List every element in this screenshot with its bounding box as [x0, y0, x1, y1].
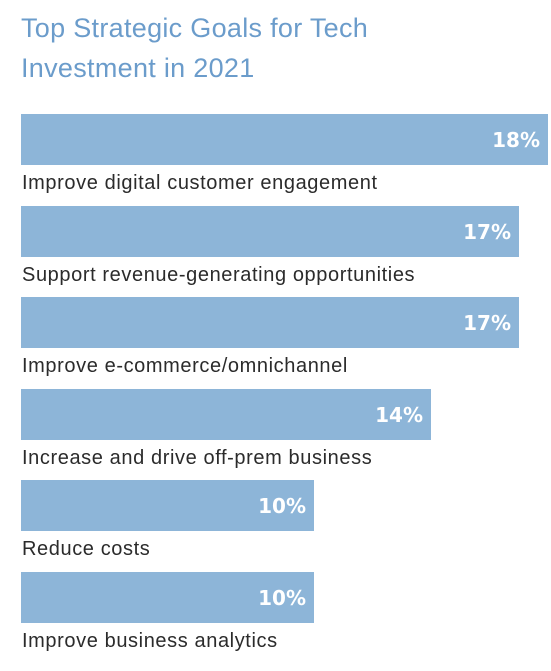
bar-value-label: 10%	[258, 493, 306, 518]
bar-2: 17%	[21, 206, 519, 257]
chart-title-line-1: Top Strategic Goals for Tech	[21, 13, 369, 43]
category-label: Support revenue-generating opportunities	[22, 264, 416, 286]
bar-value-label: 14%	[375, 402, 423, 427]
category-label: Improve business analytics	[22, 630, 278, 652]
category-label: Increase and drive off-prem business	[22, 447, 373, 469]
bar-value-label: 10%	[258, 585, 306, 610]
bar-6: 10%	[21, 572, 314, 623]
bar-3: 17%	[21, 297, 519, 348]
chart-title: Top Strategic Goals for Tech Investment …	[21, 8, 531, 88]
bar-4: 14%	[21, 389, 431, 440]
bar-1: 18%	[21, 114, 548, 165]
category-label: Reduce costs	[22, 538, 151, 560]
category-label: Improve e-commerce/omnichannel	[22, 355, 348, 377]
bar-value-label: 17%	[463, 219, 511, 244]
category-label: Improve digital customer engagement	[22, 172, 378, 194]
bar-value-label: 18%	[492, 127, 540, 152]
chart-title-line-2: Investment in 2021	[21, 53, 255, 83]
bar-5: 10%	[21, 480, 314, 531]
bar-value-label: 17%	[463, 310, 511, 335]
